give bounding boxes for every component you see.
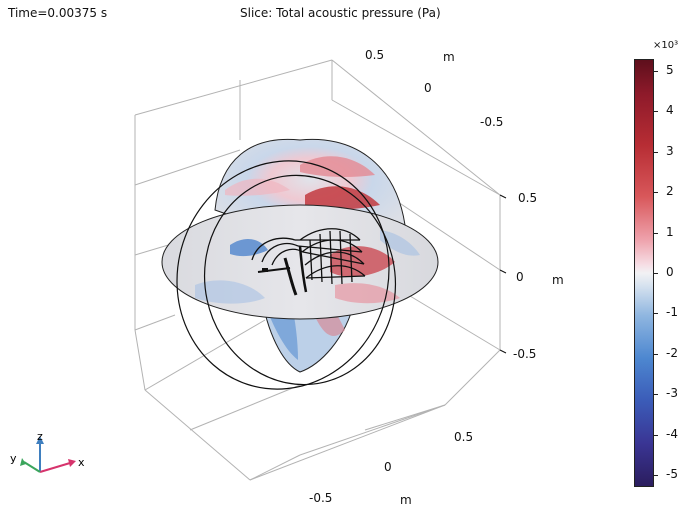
colorbar-tick-label: -3	[666, 386, 678, 401]
y-arrow	[23, 461, 41, 473]
colorbar	[634, 59, 654, 487]
plot-title: Slice: Total acoustic pressure (Pa)	[240, 6, 441, 20]
colorbar-tick-label: 0	[666, 265, 674, 279]
colorbar-tick-label: -1	[666, 305, 678, 320]
y-tick-2: -0.5	[480, 115, 504, 129]
colorbar-tick-mark	[654, 111, 658, 113]
horizontal-slice	[161, 204, 439, 320]
colorbar-tick-mark	[654, 273, 658, 274]
colorbar-tick-mark	[654, 353, 658, 355]
x-tick-1: 0	[384, 460, 392, 474]
x-arrow	[39, 462, 71, 473]
colorbar-tick-label: -5	[666, 466, 678, 481]
triad-y-label: y	[10, 452, 17, 465]
colorbar-tick-label: 3	[666, 143, 674, 158]
colorbar-tick-mark	[654, 474, 658, 476]
triad-x-label: x	[78, 456, 85, 469]
colorbar-tick-label: -2	[666, 345, 678, 360]
wireframe-object	[251, 228, 366, 296]
outline-ring-2	[203, 174, 397, 386]
colorbar-tick-mark	[654, 151, 658, 153]
x-tick-0: -0.5	[309, 491, 333, 505]
colorbar-tick-label: 1	[666, 224, 674, 239]
outline-ring-1	[176, 160, 390, 390]
time-label: Time=0.00375 s	[8, 6, 108, 20]
axis-triad: z x y	[10, 430, 85, 473]
colorbar-tick-mark	[654, 394, 658, 396]
colorbar-tick-label: 4	[666, 103, 674, 118]
triad-z-label: z	[37, 430, 43, 443]
x-tick-2: 0.5	[454, 430, 474, 444]
colorbar-multiplier: ×10³	[653, 40, 679, 51]
tick-marks	[499, 194, 507, 354]
colorbar-tick-label: -4	[666, 426, 678, 441]
y-tick-0: 0.5	[365, 48, 385, 62]
colorbar-tick-mark	[654, 434, 658, 436]
colorbar-tick-mark	[654, 71, 658, 73]
z-tick-2: -0.5	[513, 347, 537, 361]
z-axis-unit: m	[552, 273, 564, 287]
z-tick-0: 0.5	[518, 191, 538, 205]
x-axis-unit: m	[400, 493, 412, 507]
colorbar-tick-mark	[654, 313, 658, 315]
y-axis-unit: m	[443, 50, 455, 64]
z-tick-1: 0	[516, 270, 524, 284]
colorbar-tick-label: 5	[666, 63, 674, 78]
y-tick-1: 0	[424, 81, 432, 95]
grid-lines	[134, 59, 501, 481]
colorbar-tick-mark	[654, 232, 658, 234]
colorbar-gradient	[634, 59, 654, 487]
colorbar-tick-label: 2	[666, 184, 674, 199]
colorbar-tick-mark	[654, 192, 658, 194]
